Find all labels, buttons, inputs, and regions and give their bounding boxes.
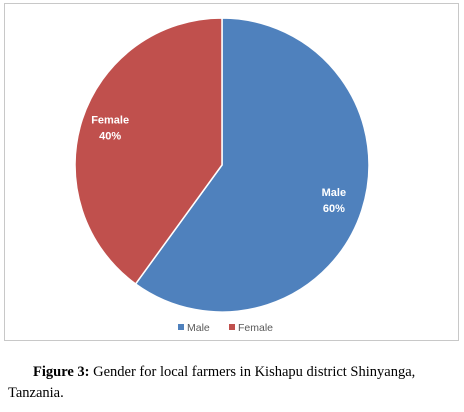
pie-slice	[74, 17, 223, 285]
slice-label: Female	[91, 115, 129, 127]
slice-label: Male	[322, 187, 346, 199]
legend-label: Female	[238, 322, 273, 334]
pie-slice	[134, 17, 370, 313]
legend-swatch	[229, 324, 235, 330]
slice-value-label: 40%	[99, 131, 121, 143]
caption: Figure 3: Gender for local farmers in Ki…	[8, 362, 428, 404]
caption-text: Gender for local farmers in Kishapu dist…	[8, 364, 416, 401]
legend-swatch	[178, 324, 184, 330]
caption-label: Figure 3:	[33, 364, 90, 380]
slice-value-label: 60%	[323, 203, 345, 215]
legend-label: Male	[187, 322, 210, 334]
chart: Male 60% Female 40% Male Female	[74, 17, 370, 334]
chart-frame	[4, 3, 459, 341]
